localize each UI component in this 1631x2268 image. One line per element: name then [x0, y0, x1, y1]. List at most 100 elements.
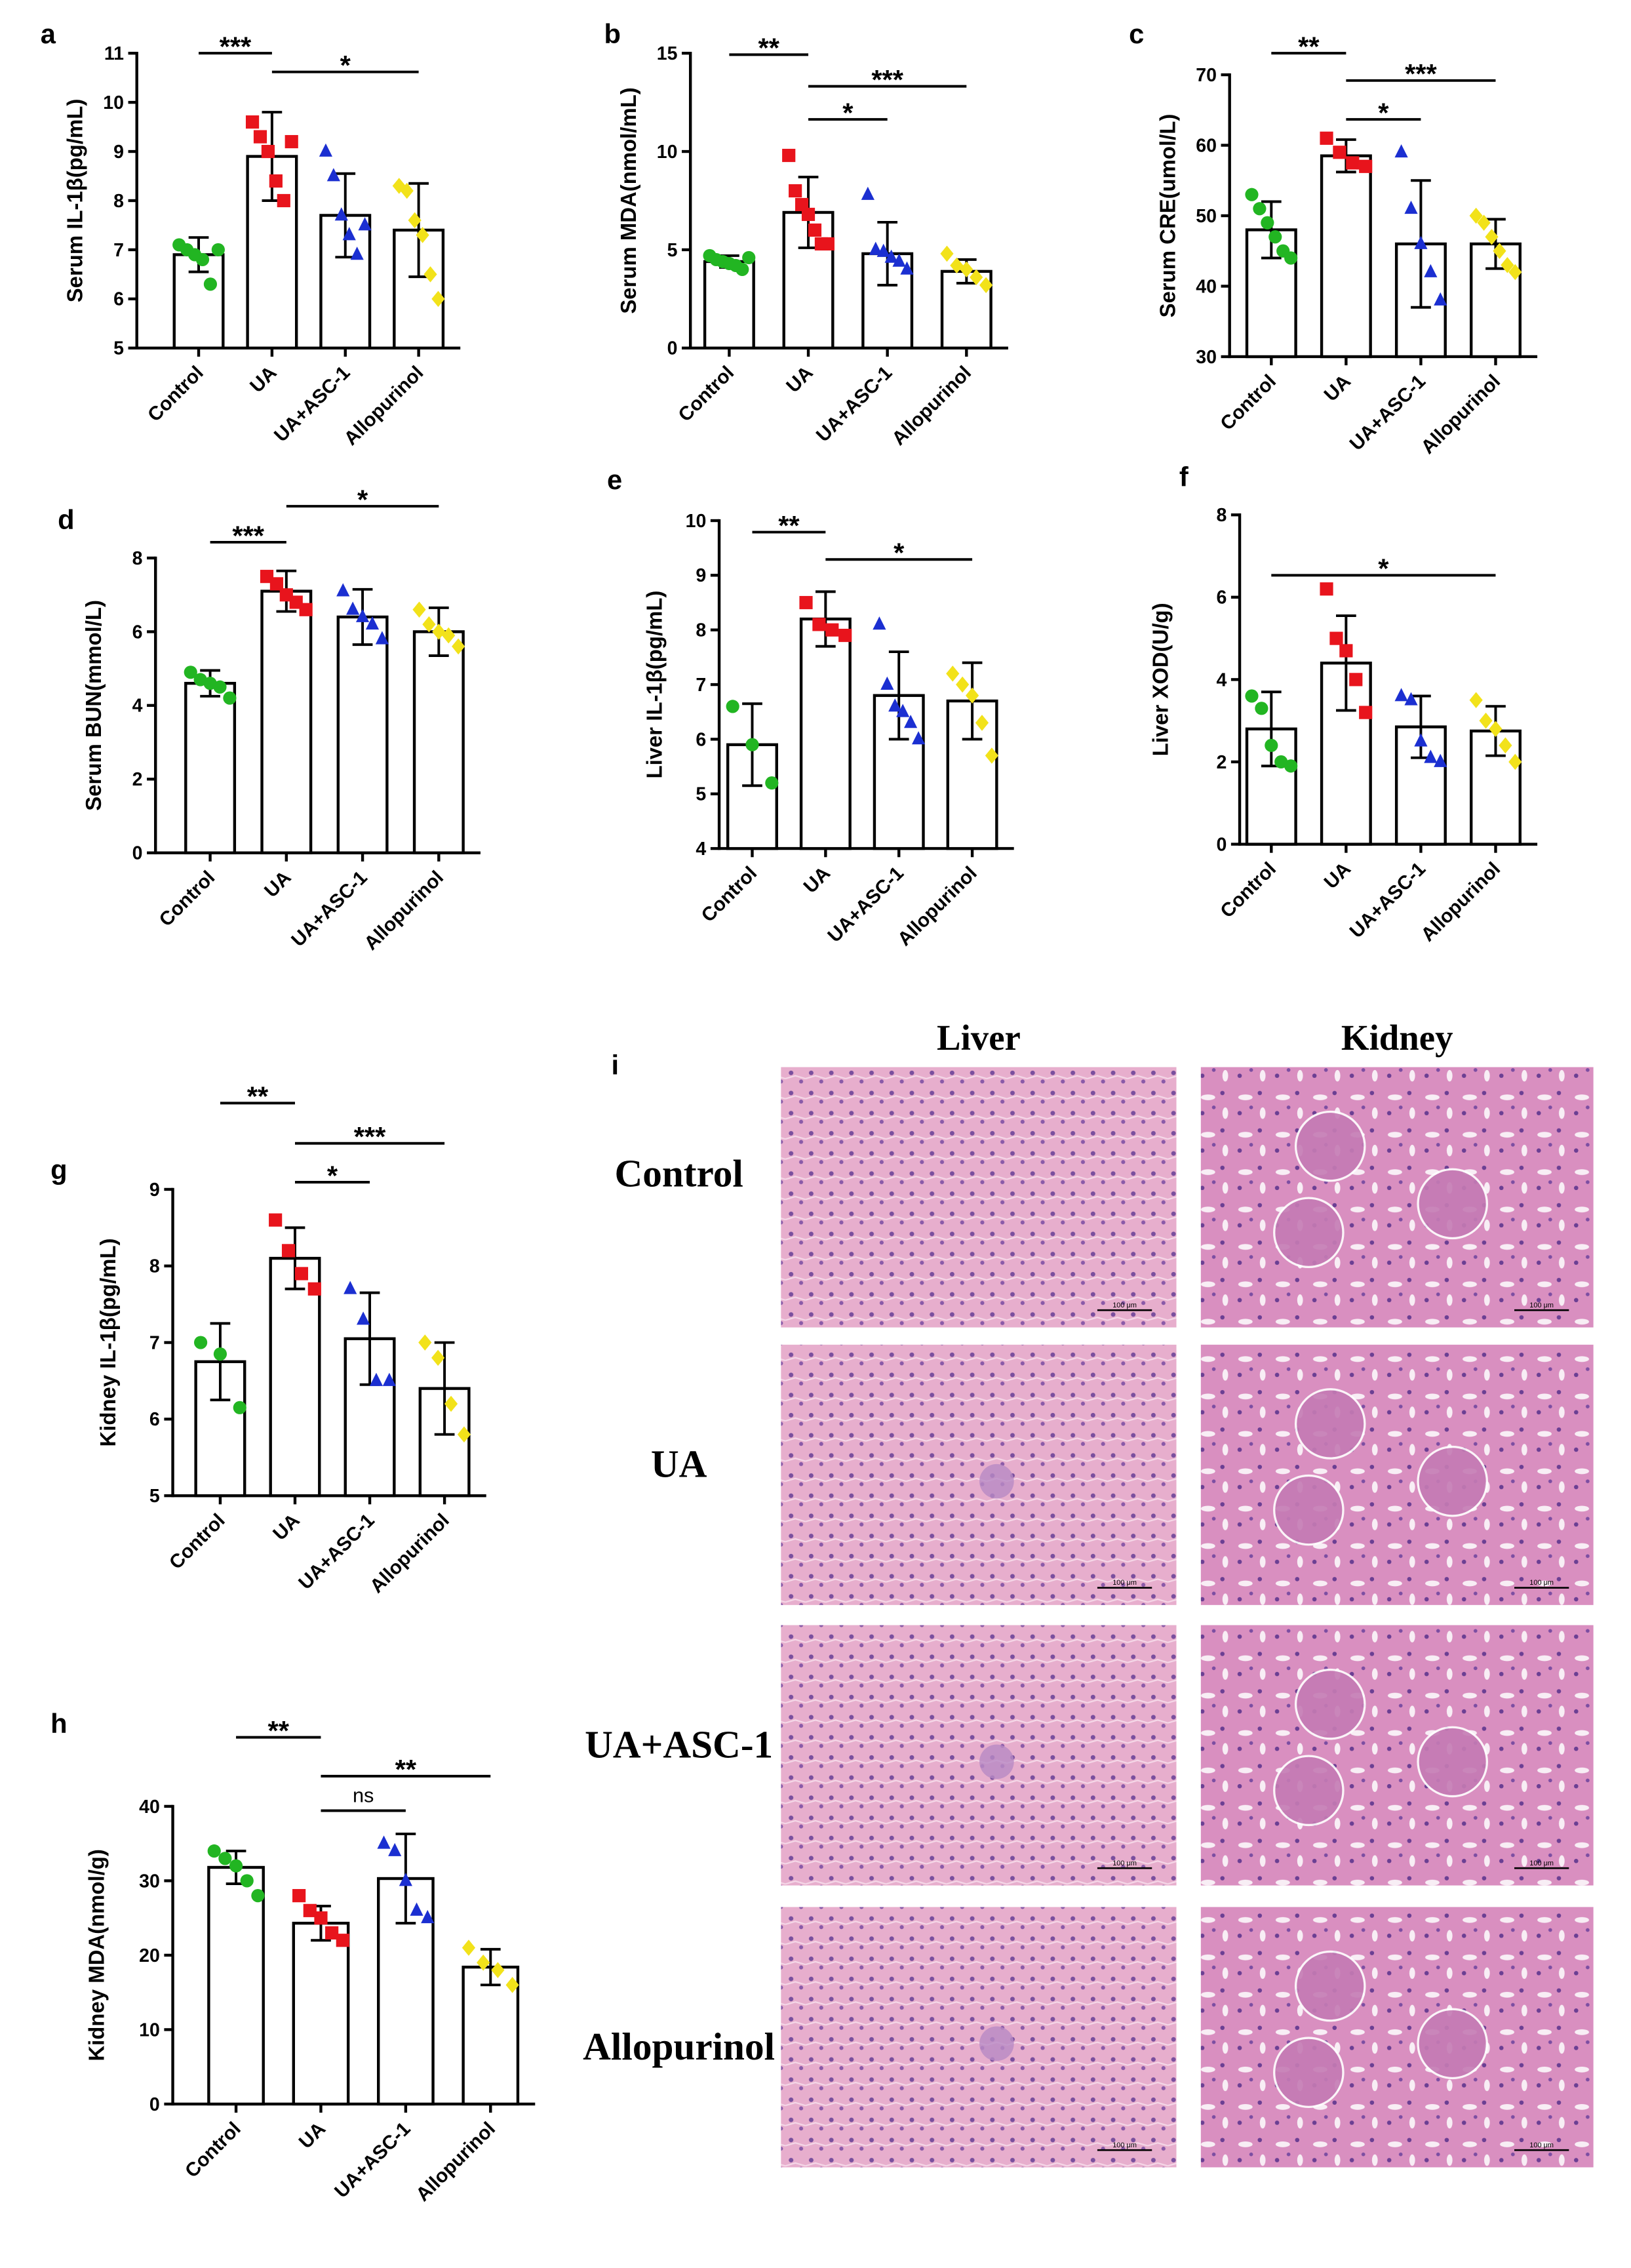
- data-point: [462, 1940, 476, 1956]
- glomerulus: [1417, 2008, 1488, 2080]
- data-point: [342, 227, 356, 241]
- y-tick-label: 4: [1216, 669, 1227, 690]
- significance-label: *: [842, 97, 854, 128]
- y-tick-label: 8: [149, 1256, 160, 1277]
- data-point: [904, 715, 918, 728]
- y-axis-label: Serum MDA(nmol/mL): [616, 87, 640, 313]
- data-point: [253, 130, 267, 144]
- data-point: [410, 1902, 423, 1916]
- data-point: [457, 1426, 471, 1442]
- data-point: [1414, 733, 1428, 747]
- y-tick-label: 2: [132, 769, 143, 790]
- x-tick-label: Allopurinol: [894, 862, 981, 950]
- x-tick-label: Allopurinol: [1417, 370, 1504, 458]
- y-tick-label: 9: [149, 1180, 160, 1201]
- x-tick-label: UA+ASC-1: [287, 867, 372, 951]
- glomerulus: [1294, 1950, 1366, 2022]
- significance-label: **: [1298, 31, 1320, 62]
- significance-label: ***: [354, 1121, 386, 1152]
- data-point: [491, 1962, 505, 1978]
- x-tick-label: Control: [144, 362, 208, 426]
- column-header: Kidney: [1341, 1018, 1453, 1058]
- data-point: [742, 250, 756, 265]
- histology-image: [781, 1625, 1177, 1886]
- y-tick-label: 10: [657, 142, 678, 163]
- data-point: [1284, 251, 1298, 265]
- data-point: [960, 261, 973, 278]
- panel-letter: c: [1129, 18, 1144, 49]
- data-point: [218, 1852, 232, 1865]
- data-point: [213, 1347, 227, 1361]
- x-tick-label: UA+ASC-1: [330, 2118, 415, 2202]
- data-point: [365, 616, 380, 630]
- data-point: [900, 261, 914, 275]
- data-point: [736, 262, 749, 276]
- error-bar: [888, 650, 909, 741]
- data-point: [1394, 144, 1408, 158]
- data-point: [946, 666, 960, 682]
- data-point: [334, 207, 348, 221]
- x-tick-label: UA+ASC-1: [812, 362, 897, 447]
- panel-letter: e: [607, 464, 622, 495]
- y-axis-label: Liver XOD(U/g): [1148, 603, 1172, 756]
- data-point: [1265, 738, 1278, 752]
- data-point: [195, 252, 210, 266]
- data-point: [292, 1889, 306, 1903]
- data-point: [956, 676, 970, 693]
- y-axis-label: Serum CRE(umol/L): [1155, 114, 1179, 318]
- error-bar: [1261, 200, 1282, 260]
- data-point: [1359, 706, 1373, 719]
- y-tick-label: 9: [113, 142, 124, 163]
- y-tick-label: 30: [1196, 347, 1217, 368]
- panel-letter: i: [612, 1049, 619, 1080]
- data-point: [269, 1213, 283, 1227]
- data-point: [812, 618, 826, 631]
- glomerulus: [1417, 1168, 1488, 1240]
- y-tick-label: 8: [1216, 505, 1227, 526]
- bar: [1320, 154, 1372, 359]
- data-point: [344, 1281, 357, 1294]
- x-tick-label: UA: [799, 862, 835, 898]
- histology-image: [781, 1907, 1177, 2168]
- data-point: [765, 776, 779, 790]
- y-tick-label: 11: [104, 43, 124, 64]
- panel-letter: h: [50, 1708, 67, 1739]
- data-point: [838, 628, 852, 643]
- data-point: [346, 601, 360, 615]
- data-point: [213, 680, 227, 694]
- data-point: [1284, 759, 1298, 773]
- x-tick-label: Control: [181, 2118, 245, 2182]
- data-point: [400, 182, 414, 199]
- bar: [799, 617, 852, 850]
- significance-label: **: [247, 1081, 269, 1112]
- y-tick-label: 6: [1216, 587, 1227, 608]
- y-axis-label: Liver IL-1β(pg/mL): [642, 591, 666, 779]
- data-point: [1404, 692, 1418, 706]
- data-point: [745, 738, 759, 751]
- y-tick-label: 2: [1216, 752, 1227, 773]
- glomerulus: [1294, 1110, 1366, 1182]
- data-point: [418, 1334, 432, 1351]
- significance-label: **: [268, 1715, 290, 1746]
- data-point: [229, 1859, 243, 1873]
- data-point: [377, 1835, 391, 1849]
- y-tick-label: 8: [696, 620, 706, 641]
- data-point: [245, 115, 260, 129]
- data-point: [884, 249, 898, 263]
- significance-label: ***: [220, 31, 252, 62]
- histology-image: [1200, 1344, 1594, 1605]
- data-point: [285, 134, 298, 149]
- scale-bar-label: 100 μm: [1112, 1860, 1137, 1867]
- data-point: [896, 704, 910, 717]
- data-point: [1268, 230, 1282, 244]
- data-point: [1424, 264, 1438, 277]
- significance-label: *: [1378, 553, 1389, 584]
- data-point: [1508, 264, 1522, 281]
- data-point: [892, 253, 906, 267]
- data-point: [261, 144, 275, 159]
- data-point: [1499, 737, 1512, 754]
- data-point: [319, 143, 333, 157]
- scale-bar-label: 100 μm: [1112, 1302, 1137, 1309]
- glomerulus: [1417, 1726, 1488, 1798]
- x-tick-label: Allopurinol: [360, 867, 448, 955]
